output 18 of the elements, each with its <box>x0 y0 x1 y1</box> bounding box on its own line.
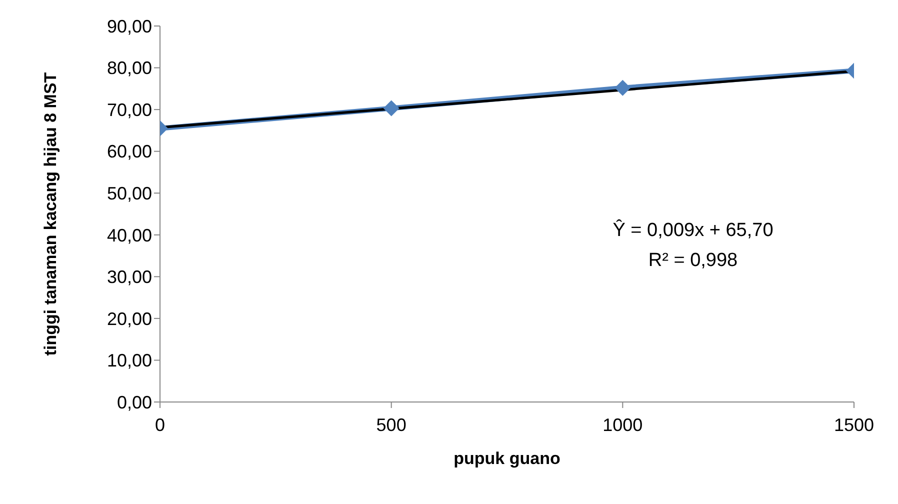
y-tick-label: 80,00 <box>106 58 152 78</box>
y-tick-label: 0,00 <box>116 392 152 412</box>
y-tick-label: 60,00 <box>106 142 152 162</box>
x-tick-label: 1500 <box>834 414 874 435</box>
y-tick-label: 20,00 <box>106 308 152 329</box>
y-tick-label: 90,00 <box>106 16 152 36</box>
y-tick-label: 70,00 <box>106 100 152 120</box>
y-axis-title: tinggi tanaman kacang hijau 8 MST <box>41 72 60 356</box>
x-tick-label: 500 <box>376 414 406 435</box>
y-tick-label: 40,00 <box>106 225 152 246</box>
annotation: R² = 0,998 <box>647 250 739 272</box>
y-tick-label: 50,00 <box>106 184 152 204</box>
x-tick-label: 0 <box>154 414 166 435</box>
y-tick-label: 10,00 <box>106 350 152 371</box>
y-tick-label: 30,00 <box>106 267 152 288</box>
x-axis-title: pupuk guano <box>454 449 560 468</box>
annotation: Ŷ = 0,009x + 65,70 <box>612 220 774 242</box>
x-tick-label: 1000 <box>602 414 643 435</box>
